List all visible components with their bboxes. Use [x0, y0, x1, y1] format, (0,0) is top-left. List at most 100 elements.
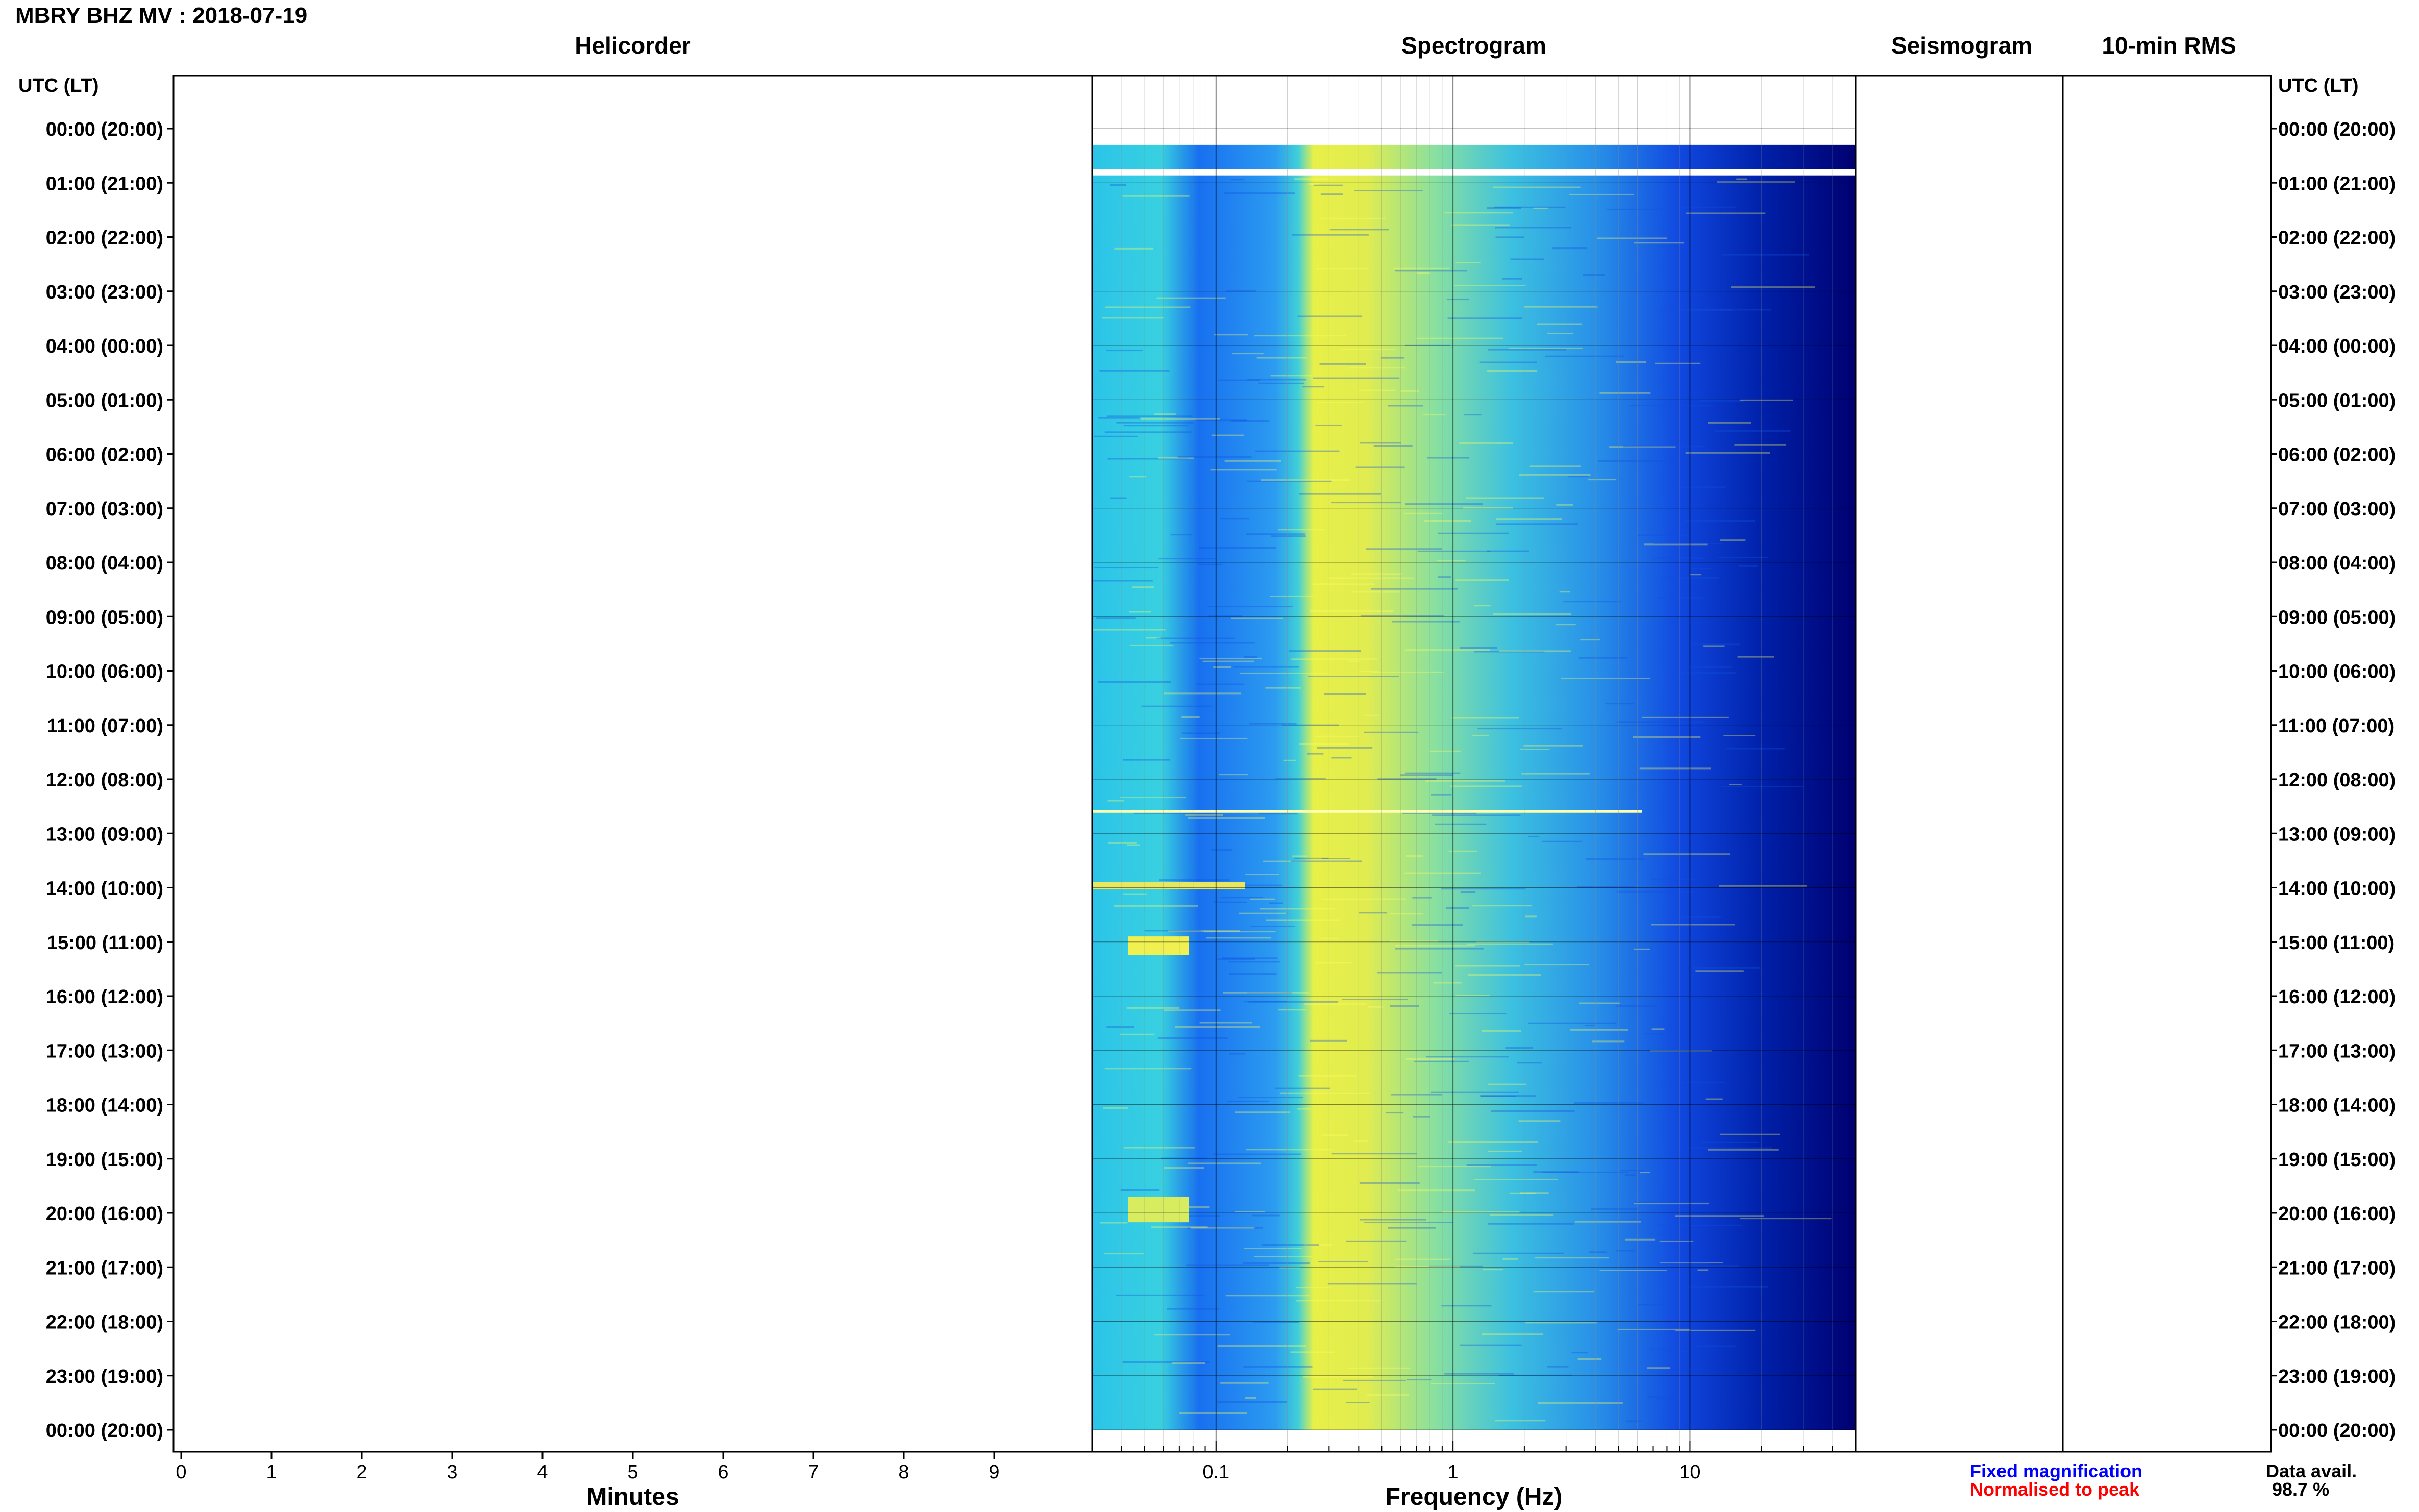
spectrogram-streak [1659, 309, 1732, 311]
spectrogram-streak [1388, 1227, 1436, 1229]
spectrogram-streak [1214, 334, 1248, 336]
spectrogram-streak [1245, 874, 1279, 876]
frequency-tick-label: 1 [1448, 1461, 1459, 1483]
spectrogram-streak [1321, 937, 1338, 939]
spectrogram-streak [1455, 965, 1520, 967]
spectrogram-streak [1187, 1227, 1263, 1229]
spectrogram-streak [1228, 961, 1280, 963]
spectrogram-streak [1708, 1149, 1779, 1151]
spectrogram-streak [1211, 849, 1233, 851]
spectrogram-streak [1243, 1262, 1310, 1265]
spectrogram-streak [1252, 1321, 1299, 1323]
spectrogram-streak [1188, 1162, 1261, 1164]
spectrogram-streak [1597, 460, 1679, 462]
spectrogram-streak [1428, 1265, 1483, 1267]
spectrogram-streak [1270, 595, 1315, 597]
spectrogram-streak [1289, 650, 1361, 652]
spectrogram-streak [1163, 692, 1241, 695]
spectrogram-streak [1502, 1258, 1518, 1260]
axes-layer: 0 1 2 3 4 5 6 7 8 9 00:00 (20:00) 01:00 (21:00) 02:0… [18, 75, 2396, 1483]
spectrogram-streak [1541, 840, 1583, 842]
spectrogram-streak [1502, 278, 1522, 280]
spectrogram-streak [1243, 1366, 1313, 1368]
spectrogram-streak [1620, 1170, 1645, 1172]
spectrogram-streak [1377, 778, 1437, 780]
spectrogram-streak [1265, 687, 1301, 689]
spectrogram-streak [1482, 1030, 1521, 1032]
spectrogram-streak [1307, 753, 1324, 755]
spectrogram-streak [1240, 884, 1283, 886]
spectrogram-streak [1346, 1240, 1407, 1242]
spectrogram-streak [1455, 579, 1509, 581]
spectrogram-streak [1297, 315, 1362, 317]
spectrogram-streak [1617, 890, 1694, 893]
spectrogram-streak [1390, 913, 1423, 915]
spectrogram-streak [1354, 190, 1423, 192]
spectrogram-streak [1685, 452, 1770, 454]
spectrogram-streak [1662, 1351, 1688, 1353]
spectrogram-streak [1629, 404, 1714, 406]
spectrogram-streak [1258, 382, 1305, 384]
spectrogram-streak [1386, 1112, 1404, 1114]
spectrogram-streak [1291, 234, 1369, 236]
spectrogram-streak [1555, 624, 1576, 626]
spectrogram-streak [1158, 558, 1217, 560]
time-tick-label-right: 11:00 (07:00) [2278, 715, 2395, 737]
spectrogram-streak [1196, 683, 1244, 685]
spectrogram-streak [1278, 1009, 1306, 1011]
spectrogram-streak [1400, 390, 1419, 392]
spectrogram-streak [1107, 415, 1193, 417]
spectrogram-streak [1525, 915, 1537, 918]
spectrogram-streak [1556, 504, 1573, 506]
spectrogram-streak [1577, 1358, 1602, 1360]
spectrogram-patch [1092, 882, 1245, 889]
spectrogram-streak [1591, 1208, 1638, 1210]
spectrogram-streak [1537, 323, 1582, 325]
spectrogram-streak [1246, 533, 1306, 535]
spectrogram-streak [1351, 573, 1402, 575]
spectrogram-streak [1644, 543, 1708, 546]
spectrogram-streak [1498, 1374, 1572, 1376]
spectrogram-streak [1129, 611, 1151, 613]
spectrogram-streak [1359, 671, 1379, 673]
spectrogram-streak [1487, 370, 1538, 373]
time-tick-label-left: 20:00 (16:00) [46, 1203, 163, 1225]
spectrogram-streak [1248, 723, 1297, 725]
spectrogram-streak [1685, 1147, 1772, 1149]
time-tick-label-right: 02:00 (22:00) [2278, 228, 2396, 249]
spectrogram-streak [1483, 1269, 1503, 1271]
spectrogram-streak [1158, 457, 1194, 459]
spectrogram-streak [1092, 629, 1166, 631]
spectrogram-streak [1463, 507, 1513, 509]
spectrogram-streak [1233, 666, 1299, 668]
spectrogram-streak [1368, 1006, 1383, 1008]
spectrogram-streak [1740, 1218, 1832, 1220]
time-tick-label-right: 00:00 (20:00) [2278, 1420, 2396, 1442]
spectrogram-streak [1616, 361, 1647, 363]
spectrogram-streak [1651, 1028, 1665, 1030]
legend-normalised-to-peak: Normalised to peak [1970, 1479, 2140, 1500]
time-tick-label-right: 04:00 (00:00) [2278, 336, 2396, 357]
time-tick-label-right: 16:00 (12:00) [2278, 986, 2396, 1008]
spectrogram-streak [1321, 898, 1406, 900]
spectrogram-streak [1229, 973, 1277, 975]
spectrogram-streak [1444, 212, 1513, 214]
spectrogram-streak [1181, 716, 1200, 718]
spectrogram-streak [1103, 1107, 1128, 1109]
spectrogram-streak [1474, 605, 1491, 607]
spectrogram-streak [1170, 642, 1255, 644]
spectrogram-streak [1094, 567, 1158, 569]
spectrogram-streak [1395, 948, 1484, 950]
spectrogram-streak [1373, 445, 1413, 447]
frequency-tick-label: 0.1 [1202, 1461, 1229, 1483]
spectrogram-streak [1315, 424, 1342, 426]
time-tick-label-right: 17:00 (13:00) [2278, 1040, 2396, 1062]
spectrogram-streak [1114, 905, 1198, 907]
spectrogram-streak [1101, 317, 1164, 319]
spectrogram-streak [1342, 999, 1408, 1001]
spectrogram-streak [1660, 1262, 1723, 1264]
spectrogram-streak [1438, 532, 1509, 534]
spectrogram-streak [1641, 716, 1729, 718]
spectrogram-streak [1105, 306, 1191, 308]
spectrogram-streak [1270, 375, 1312, 377]
